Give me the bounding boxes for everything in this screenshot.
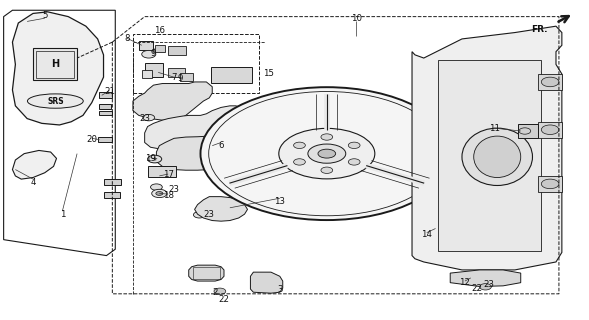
Text: 17: 17	[163, 170, 174, 179]
Text: 6: 6	[219, 141, 224, 150]
Circle shape	[193, 212, 205, 218]
Bar	[155, 45, 166, 52]
Circle shape	[293, 159, 305, 165]
Bar	[538, 74, 562, 90]
Bar	[538, 122, 562, 138]
Circle shape	[214, 288, 226, 294]
Circle shape	[479, 284, 491, 290]
Polygon shape	[412, 26, 562, 270]
Bar	[148, 166, 176, 177]
Text: H: H	[51, 60, 59, 69]
Text: 18: 18	[163, 190, 174, 200]
Text: 22: 22	[219, 295, 230, 304]
Circle shape	[321, 167, 333, 173]
Circle shape	[148, 155, 162, 163]
Circle shape	[156, 192, 163, 196]
Bar	[518, 124, 538, 138]
Text: 10: 10	[350, 14, 362, 23]
Circle shape	[293, 142, 305, 148]
Text: 9: 9	[151, 49, 156, 58]
Text: 13: 13	[274, 197, 285, 206]
Text: SRS: SRS	[47, 97, 64, 106]
Text: 5: 5	[42, 11, 48, 20]
Bar	[98, 137, 112, 142]
Text: 23: 23	[139, 114, 150, 123]
Polygon shape	[188, 265, 224, 281]
Bar	[36, 51, 74, 78]
Ellipse shape	[474, 136, 521, 178]
Bar	[100, 111, 112, 116]
Text: 23: 23	[204, 210, 215, 219]
Text: 2: 2	[213, 288, 218, 297]
Bar	[193, 268, 220, 278]
Ellipse shape	[279, 128, 375, 179]
Bar	[538, 176, 562, 192]
Polygon shape	[133, 82, 212, 120]
Bar	[145, 63, 164, 77]
Text: 21: 21	[104, 87, 115, 96]
Circle shape	[152, 189, 167, 197]
Text: 11: 11	[489, 124, 500, 132]
Text: 7: 7	[171, 73, 177, 82]
Ellipse shape	[318, 149, 336, 158]
Text: 19: 19	[145, 154, 156, 163]
Ellipse shape	[462, 128, 532, 186]
Text: 9: 9	[177, 74, 183, 83]
Bar	[139, 41, 154, 50]
Circle shape	[142, 50, 156, 58]
Bar	[104, 192, 120, 198]
Text: 20: 20	[86, 135, 97, 144]
Text: 8: 8	[124, 35, 130, 44]
Circle shape	[143, 115, 155, 121]
Text: 4: 4	[30, 178, 36, 187]
Circle shape	[541, 125, 559, 134]
Text: 1: 1	[59, 210, 65, 219]
Polygon shape	[157, 134, 250, 170]
Circle shape	[541, 77, 559, 87]
Bar	[133, 34, 259, 93]
Circle shape	[348, 159, 360, 165]
Bar	[142, 70, 153, 78]
Ellipse shape	[200, 87, 453, 220]
Bar	[211, 67, 252, 83]
Bar	[33, 49, 77, 80]
Bar	[438, 60, 541, 251]
Ellipse shape	[28, 94, 83, 108]
Polygon shape	[194, 197, 247, 221]
Text: 12: 12	[459, 278, 471, 287]
Circle shape	[541, 179, 559, 189]
Bar	[168, 68, 184, 77]
Bar	[180, 73, 193, 81]
Bar	[100, 104, 111, 109]
Bar	[104, 179, 121, 186]
Polygon shape	[12, 150, 57, 179]
Text: 23: 23	[483, 280, 494, 289]
Text: 23: 23	[168, 185, 180, 194]
Text: 16: 16	[154, 27, 165, 36]
Text: 3: 3	[277, 284, 283, 293]
Circle shape	[151, 184, 163, 190]
Text: 14: 14	[421, 230, 432, 239]
Circle shape	[348, 142, 360, 148]
Polygon shape	[250, 272, 283, 293]
Bar	[100, 92, 112, 98]
Polygon shape	[450, 270, 521, 286]
Bar	[168, 46, 186, 55]
Circle shape	[321, 134, 333, 140]
Text: 22: 22	[471, 284, 482, 292]
Polygon shape	[12, 12, 104, 125]
Text: +: +	[152, 156, 158, 162]
Text: FR.: FR.	[531, 25, 547, 34]
Bar	[209, 140, 221, 149]
Text: 15: 15	[263, 69, 273, 78]
Polygon shape	[145, 106, 256, 151]
Ellipse shape	[308, 144, 346, 163]
